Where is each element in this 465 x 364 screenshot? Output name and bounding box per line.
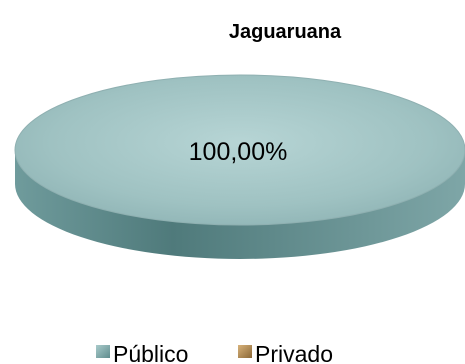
legend-label-privado: Privado <box>255 341 333 364</box>
pie-slices <box>14 74 465 259</box>
pie-slice-side-publico <box>15 150 465 259</box>
legend-swatch-privado <box>238 345 252 358</box>
data-label-publico: 100,00% <box>189 138 288 166</box>
legend-label-publico: Público <box>113 341 188 364</box>
pie-slice-publico <box>14 74 465 226</box>
chart-legend: Público Privado <box>96 341 333 364</box>
legend-swatch-publico <box>96 345 110 358</box>
chart-title: Jaguaruana <box>229 21 342 43</box>
